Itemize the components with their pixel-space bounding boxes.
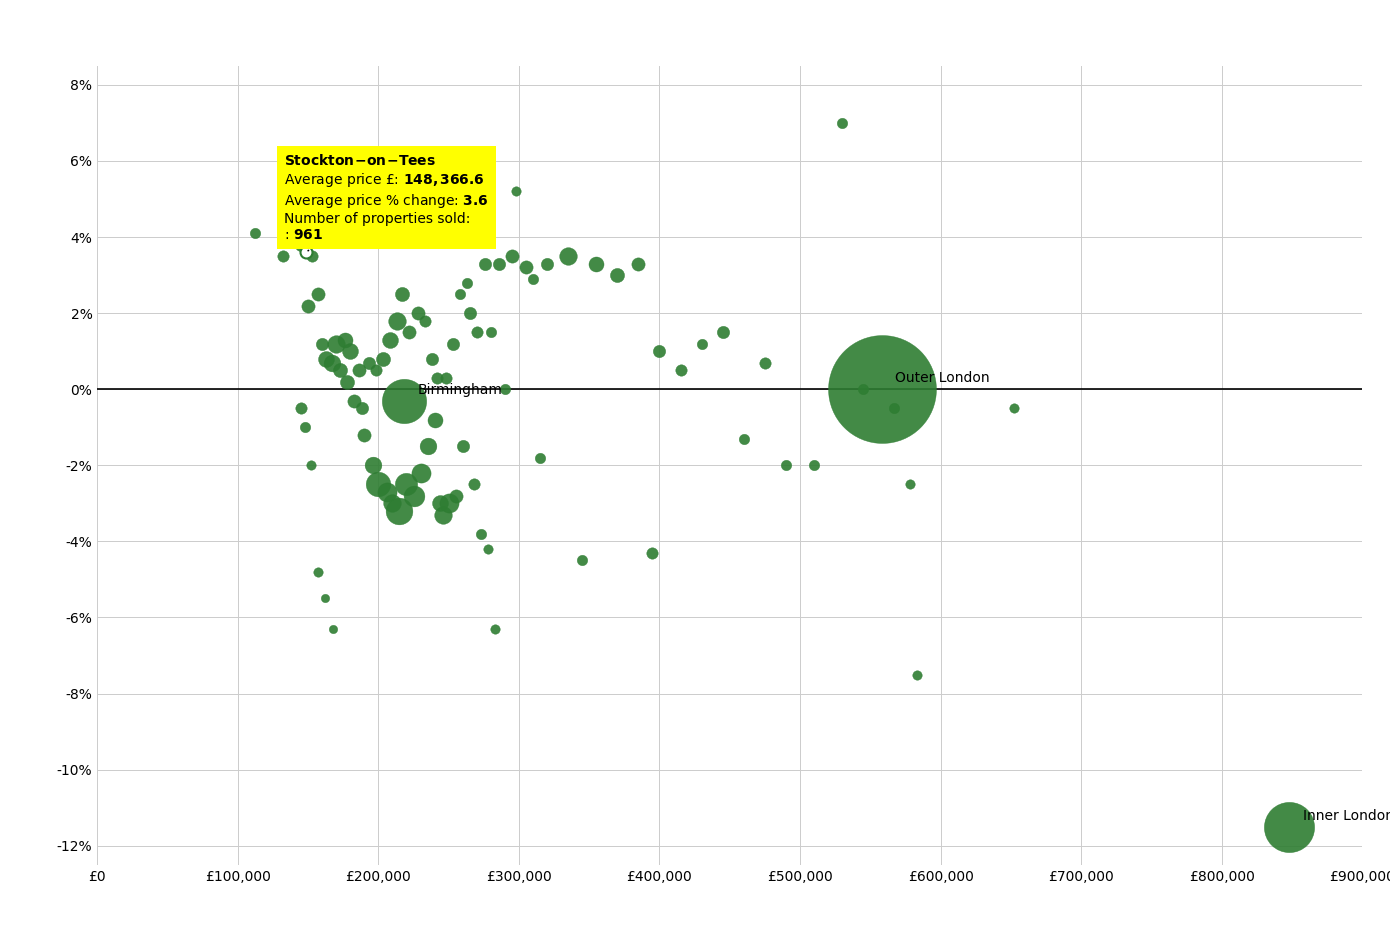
Point xyxy=(284,222,306,237)
Point xyxy=(271,248,293,263)
Point xyxy=(852,382,874,397)
Point xyxy=(521,272,543,287)
Point xyxy=(300,458,322,473)
Point xyxy=(905,667,927,682)
Point xyxy=(325,336,348,351)
Point xyxy=(375,484,398,499)
Point xyxy=(322,621,345,636)
Point xyxy=(357,355,379,370)
Point xyxy=(670,363,692,378)
Point xyxy=(316,352,338,367)
Point xyxy=(424,412,446,427)
Point xyxy=(477,541,499,556)
Point xyxy=(488,256,510,271)
Point xyxy=(470,526,492,541)
Point xyxy=(712,324,734,339)
Point xyxy=(410,465,432,480)
Point xyxy=(398,324,420,339)
Point xyxy=(407,306,430,321)
Text: Inner London: Inner London xyxy=(1302,808,1390,822)
Point xyxy=(484,621,506,636)
Point xyxy=(463,477,485,492)
Point xyxy=(691,336,713,351)
Point xyxy=(831,116,853,131)
Point xyxy=(392,393,414,408)
Point xyxy=(774,458,796,473)
Point xyxy=(480,324,502,339)
Point xyxy=(870,382,892,397)
Point xyxy=(414,313,436,328)
Point xyxy=(449,287,471,302)
Point xyxy=(353,428,375,443)
Point xyxy=(537,256,559,271)
Point xyxy=(1277,820,1300,835)
Text: $\bf{Stockton\!-\!on\!-\!Tees}$
Average price £: $\bf{148,366.6}$
Average price : $\bf{Stockton\!-\!on\!-\!Tees}$ Average … xyxy=(284,153,489,251)
Point xyxy=(733,431,755,446)
Point xyxy=(321,355,343,370)
Point xyxy=(307,287,329,302)
Point xyxy=(803,458,826,473)
Point xyxy=(350,400,373,415)
Point xyxy=(452,439,474,454)
Point xyxy=(371,352,393,367)
Point xyxy=(334,332,356,347)
Point xyxy=(500,248,523,263)
Point xyxy=(571,553,594,568)
Point xyxy=(336,374,359,389)
Point xyxy=(339,344,361,359)
Point xyxy=(883,400,905,415)
Point xyxy=(514,260,537,275)
Point xyxy=(388,504,410,519)
Point xyxy=(442,336,464,351)
Point xyxy=(435,370,457,385)
Point xyxy=(421,352,443,367)
Point xyxy=(367,477,389,492)
Point xyxy=(445,488,467,503)
Point xyxy=(381,495,403,510)
Point xyxy=(314,591,336,606)
Point xyxy=(295,420,317,435)
Point xyxy=(606,268,628,283)
Point xyxy=(627,256,649,271)
Point xyxy=(753,355,776,370)
Point xyxy=(403,488,425,503)
Text: Outer London: Outer London xyxy=(895,371,990,385)
Point xyxy=(427,370,449,385)
Point xyxy=(474,256,496,271)
Point xyxy=(585,256,607,271)
Point xyxy=(438,495,460,510)
Point xyxy=(291,237,313,252)
Point xyxy=(391,287,413,302)
Point xyxy=(898,477,920,492)
Text: Birmingham: Birmingham xyxy=(417,383,502,397)
Point xyxy=(311,336,334,351)
Point xyxy=(343,393,366,408)
Point xyxy=(243,226,265,241)
Point xyxy=(456,275,478,290)
Point xyxy=(295,244,317,259)
Point xyxy=(430,495,452,510)
Point xyxy=(378,332,400,347)
Point xyxy=(329,363,352,378)
Point xyxy=(417,439,439,454)
Point xyxy=(361,458,384,473)
Point xyxy=(493,382,516,397)
Point xyxy=(641,545,663,560)
Point xyxy=(302,248,324,263)
Point xyxy=(432,508,455,523)
Point xyxy=(459,306,481,321)
Point xyxy=(1002,400,1024,415)
Point xyxy=(385,313,407,328)
Point xyxy=(466,324,488,339)
Point xyxy=(648,344,670,359)
Point xyxy=(291,400,313,415)
Point xyxy=(528,450,550,465)
Point xyxy=(307,564,329,579)
Point xyxy=(297,298,320,313)
Point xyxy=(505,184,527,199)
Point xyxy=(557,248,580,263)
Point xyxy=(348,363,370,378)
Point xyxy=(395,477,417,492)
Point xyxy=(364,363,386,378)
